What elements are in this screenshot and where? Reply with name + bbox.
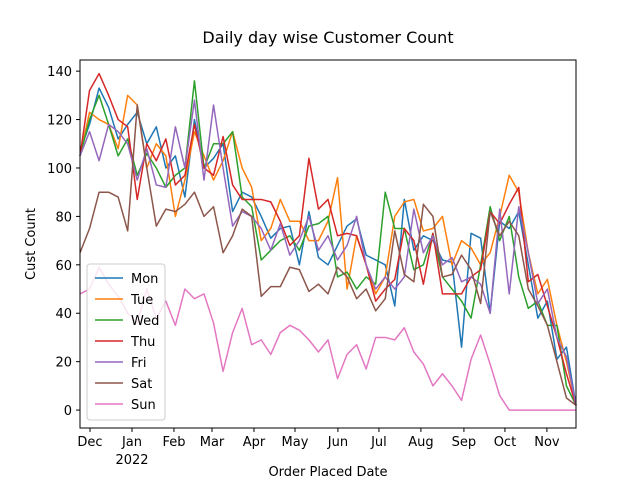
y-tick-label: 100 (47, 162, 72, 177)
legend-label: Tue (130, 293, 153, 308)
x-year-label: 2022 (115, 453, 148, 468)
x-tick-label: Mar (200, 435, 225, 450)
x-tick-label: Jan (121, 435, 142, 450)
y-tick-label: 40 (55, 307, 72, 322)
legend-label: Sun (131, 398, 156, 413)
plot-frame (79, 59, 577, 429)
x-tick-label: Feb (162, 435, 185, 450)
legend-box (86, 263, 166, 421)
legend-label: Fri (131, 356, 147, 371)
legend-label: Thu (130, 335, 155, 350)
x-tick-label: Jun (327, 435, 348, 450)
x-tick-label: Apr (243, 435, 266, 450)
legend-label: Sat (131, 377, 152, 392)
line-series (79, 72, 577, 406)
line-series (79, 99, 577, 406)
y-tick-label: 0 (64, 404, 72, 419)
y-tick-label: 60 (55, 259, 72, 274)
x-tick-label: Oct (494, 435, 516, 450)
x-tick-label: Sep (452, 435, 477, 450)
legend-label: Mon (131, 272, 158, 287)
line-series (79, 94, 577, 406)
x-tick-label: Dec (77, 435, 102, 450)
x-tick-label: May (282, 435, 309, 450)
y-axis-label: Cust Count (24, 208, 39, 280)
y-tick-label: 120 (47, 114, 72, 129)
y-tick-label: 20 (55, 356, 72, 371)
x-axis-label: Order Placed Date (268, 465, 387, 480)
line-series (79, 104, 577, 406)
legend: Mon Tue Wed Thu Fri Sat Sun (86, 263, 166, 421)
x-tick-label: Jul (370, 435, 387, 450)
y-tick-label: 140 (47, 65, 72, 80)
chart-title: Daily day wise Customer Count (202, 28, 453, 47)
x-tick-label: Aug (408, 435, 433, 450)
y-tick-label: 80 (55, 210, 72, 225)
x-tick-label: Nov (534, 435, 560, 450)
legend-label: Wed (131, 314, 159, 329)
